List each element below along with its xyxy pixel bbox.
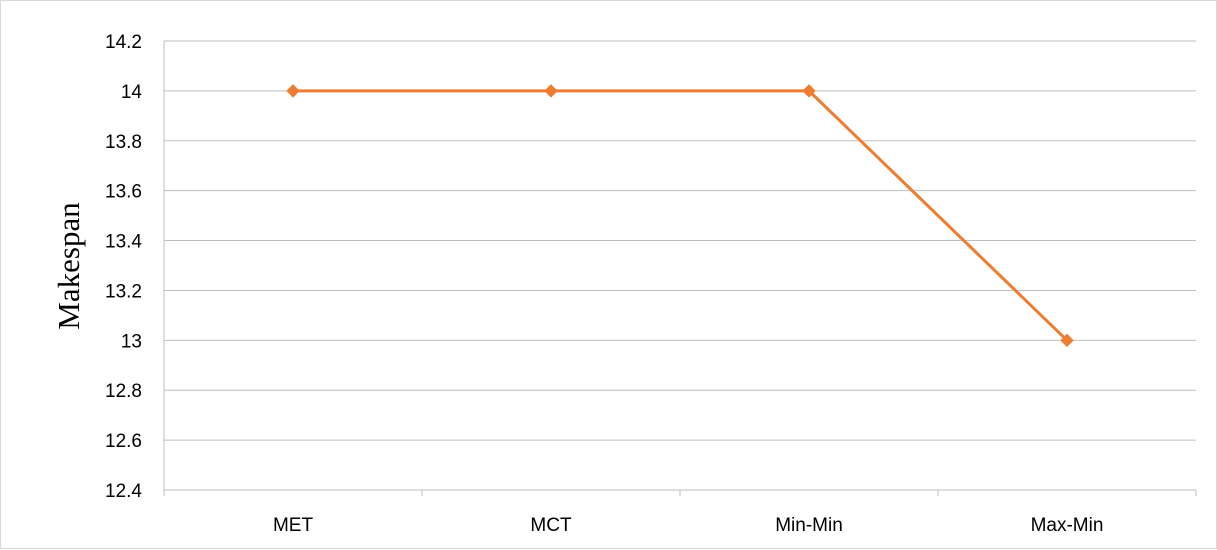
y-tick-label: 13.2 [105,281,142,302]
gridlines [163,40,1197,496]
data-point-min-min [802,84,816,98]
y-tick-label: 13.6 [105,182,142,203]
y-tick-labels: 12.4 12.6 12.8 13 13.2 13.4 13.6 13.8 14 14.2 [105,32,142,502]
y-tick-label: 13 [121,331,142,352]
x-tick-label: MCT [530,515,572,536]
y-axis-title: Makespan [51,202,86,330]
x-tick-label: Max-Min [1031,515,1104,536]
series-layer [286,84,1074,348]
data-point-max-min [1060,333,1074,348]
x-tick-labels: MET MCT Min-Min Max-Min [273,515,1103,536]
x-tick-label: Min-Min [775,515,843,536]
series-line [293,89,1069,342]
data-point-mct [544,84,558,98]
y-tick-label: 13.4 [105,232,142,253]
data-point-met [286,84,300,98]
y-tick-label: 12.6 [105,431,142,452]
y-tick-label: 12.8 [105,381,142,402]
x-tick-label: MET [273,515,314,536]
y-tick-label: 12.4 [105,481,142,502]
y-tick-label: 13.8 [105,132,142,153]
y-tick-label: 14.2 [105,32,142,53]
y-tick-label: 14 [121,82,143,103]
